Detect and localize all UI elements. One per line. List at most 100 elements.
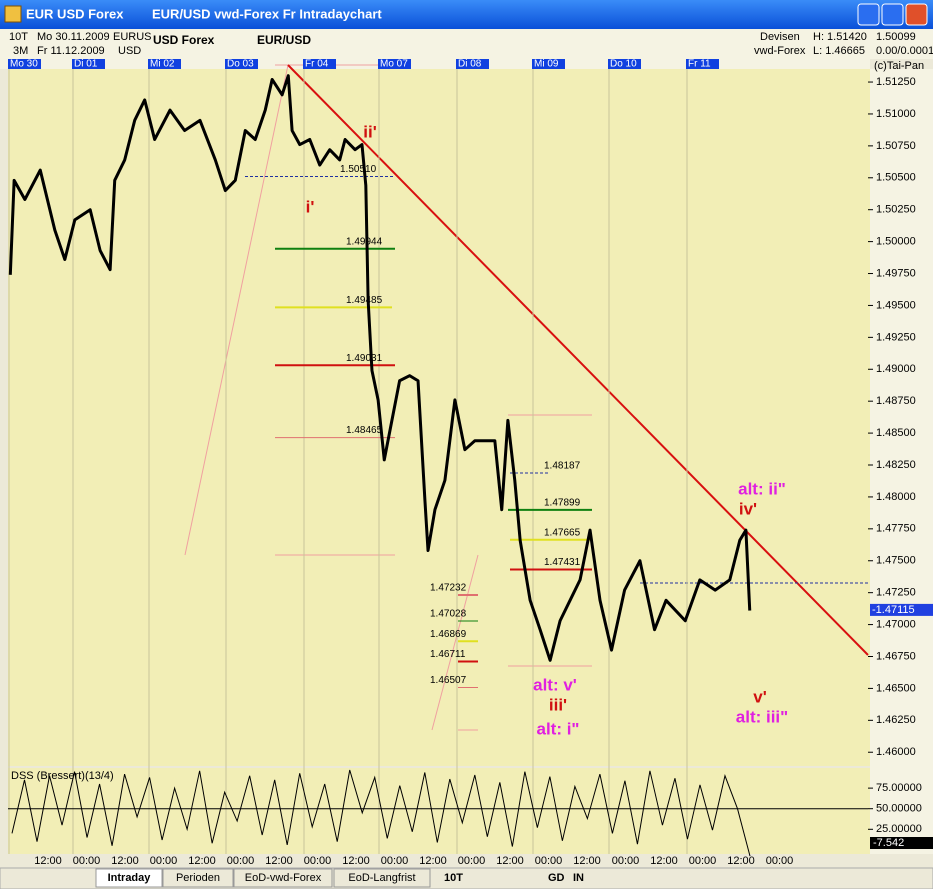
dss-line <box>11 769 751 857</box>
y-tick-label: 1.50000 <box>876 236 916 248</box>
wave-label: alt: ii" <box>738 479 786 498</box>
info-text: L: 1.46665 <box>813 45 865 57</box>
tab[interactable] <box>233 868 333 888</box>
tab[interactable] <box>333 868 431 888</box>
wave-label: iii' <box>549 695 567 714</box>
y-tick-label: 1.47500 <box>876 555 916 567</box>
level-label: 1.46869 <box>430 629 467 640</box>
y-tick-label: 1.49500 <box>876 299 916 311</box>
axis-bg <box>870 69 933 854</box>
y-tick-label: 1.46250 <box>876 714 916 726</box>
info-text: EURUS <box>113 31 152 43</box>
y-tick-label: 1.49000 <box>876 363 916 375</box>
day-label-bg <box>608 59 641 69</box>
wave-label: i' <box>306 197 315 216</box>
level-label: 1.48187 <box>544 461 581 472</box>
info-text: Mo 30.11.2009 <box>37 31 110 43</box>
level-label: 1.50510 <box>340 164 377 175</box>
last-price-label: -1.47115 <box>872 604 915 616</box>
day-label-bg <box>532 59 565 69</box>
day-label: Di 01 <box>74 59 98 70</box>
level-label: 1.47232 <box>430 583 467 594</box>
day-label: Mo 07 <box>380 59 408 70</box>
wave-label: ii' <box>363 122 377 141</box>
time-label: 00:00 <box>689 855 717 867</box>
app-icon <box>4 5 22 23</box>
price-line <box>8 74 752 662</box>
level-label: 1.48465 <box>346 425 383 436</box>
day-label-bg <box>8 59 41 69</box>
dss-last-box <box>870 837 933 849</box>
minimize-button[interactable] <box>857 3 880 26</box>
close-button[interactable] <box>905 3 928 26</box>
info-text: 3M <box>13 45 28 57</box>
y-tick-label: 1.48000 <box>876 491 916 503</box>
time-label: 00:00 <box>535 855 563 867</box>
day-label-bg <box>378 59 411 69</box>
last-price-box <box>870 603 933 616</box>
info-text: Devisen <box>760 31 800 43</box>
wave-label: iv' <box>739 499 757 518</box>
wave-label: v' <box>753 687 767 706</box>
y-tick-label: 1.47250 <box>876 587 916 599</box>
dss-tick-label: 75.00000 <box>876 782 922 794</box>
dss-last-label: -7.542 <box>873 837 904 849</box>
day-label-bg <box>148 59 181 69</box>
time-label: 00:00 <box>73 855 101 867</box>
time-label: 00:00 <box>304 855 332 867</box>
time-label: 00:00 <box>150 855 178 867</box>
dss-area <box>8 768 870 854</box>
level-label: 1.47665 <box>544 527 581 538</box>
wave-label: alt: v' <box>533 675 577 694</box>
day-label: Mi 02 <box>150 59 175 70</box>
info-text: Fr 11.12.2009 <box>37 45 105 57</box>
wave-label: alt: iii" <box>736 707 788 726</box>
y-tick-label: 1.47000 <box>876 618 916 630</box>
y-tick-label: 1.48750 <box>876 395 916 407</box>
info-text: vwd-Forex <box>754 45 806 57</box>
y-tick-label: 1.46750 <box>876 650 916 662</box>
title-bar <box>0 0 933 29</box>
fib-line <box>184 64 289 556</box>
day-label: Fr 11 <box>688 59 711 70</box>
day-bar <box>0 59 870 69</box>
day-label: Mi 09 <box>534 59 559 70</box>
day-label-bg <box>686 59 719 69</box>
y-tick-label: 1.50500 <box>876 172 916 184</box>
maximize-button[interactable] <box>881 3 904 26</box>
level-label: 1.49485 <box>346 295 383 306</box>
level-label: 1.49031 <box>346 353 383 364</box>
trend-line <box>287 64 869 656</box>
tab[interactable] <box>162 868 234 888</box>
info-text: 10T <box>9 31 28 43</box>
level-label: 1.47431 <box>544 557 581 568</box>
dss-title: DSS (Bressert)(13/4) <box>11 770 114 782</box>
info-text: 1.50099 <box>876 31 916 43</box>
level-label: 1.46711 <box>430 649 466 660</box>
time-label: 12:00 <box>727 855 755 867</box>
toolbar-button: IN <box>573 872 584 884</box>
day-label-bg <box>225 59 258 69</box>
time-label: 12:00 <box>34 855 62 867</box>
time-label: 12:00 <box>342 855 370 867</box>
tab-label: EoD-vwd-Forex <box>245 872 322 884</box>
fib-line <box>431 554 479 731</box>
time-label: 12:00 <box>419 855 447 867</box>
day-label: Do 03 <box>227 59 254 70</box>
y-tick-label: 1.47750 <box>876 523 916 535</box>
level-label: 1.46507 <box>430 675 467 686</box>
y-tick-label: 1.50250 <box>876 204 916 216</box>
y-tick-label: 1.51250 <box>876 76 916 88</box>
day-label-bg <box>72 59 105 69</box>
y-tick-label: 1.48250 <box>876 459 916 471</box>
day-label-bg <box>303 59 336 69</box>
day-label: Do 10 <box>610 59 637 70</box>
info-text: H: 1.51420 <box>813 31 867 43</box>
plot-area <box>8 69 870 766</box>
time-label: 00:00 <box>458 855 486 867</box>
level-label: 1.47028 <box>430 609 467 620</box>
tab[interactable] <box>95 868 163 888</box>
info-text: 0.00/0.0001 <box>876 45 933 57</box>
tab-label: Intraday <box>108 872 152 884</box>
